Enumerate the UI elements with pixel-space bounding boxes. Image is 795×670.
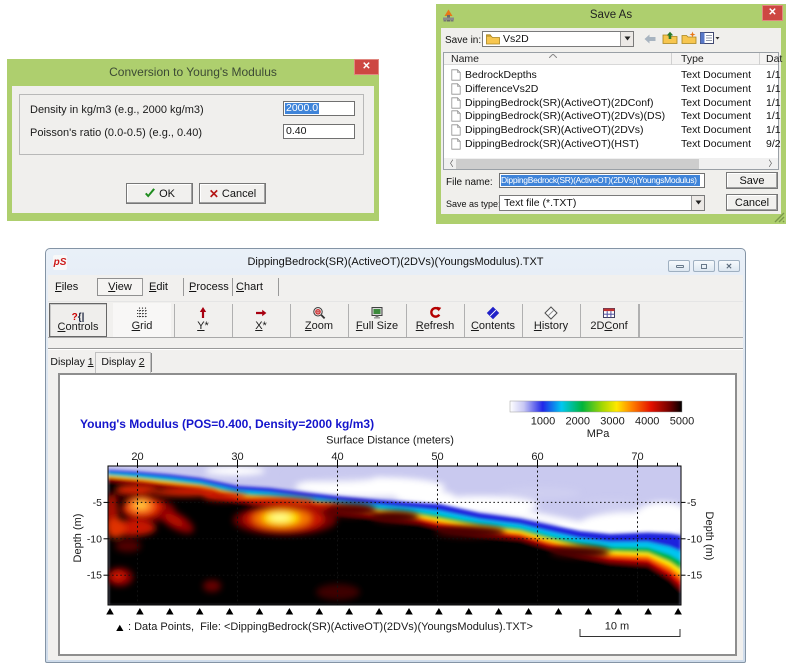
svg-text:Depth (m): Depth (m) bbox=[72, 514, 84, 563]
svg-text:: Data Points, File: <Dipping: : Data Points, File: <DippingBedrock(SR)… bbox=[128, 621, 533, 633]
svg-text:10 m: 10 m bbox=[605, 621, 629, 633]
svg-text:MPa: MPa bbox=[587, 428, 611, 440]
svg-text:30: 30 bbox=[231, 451, 243, 463]
svg-text:50: 50 bbox=[431, 451, 443, 463]
svg-text:40: 40 bbox=[331, 451, 343, 463]
svg-text:3000: 3000 bbox=[600, 416, 624, 428]
svg-text:Young's Modulus (POS=0.400, De: Young's Modulus (POS=0.400, Density=2000… bbox=[80, 417, 374, 431]
svg-text:-10: -10 bbox=[687, 533, 702, 545]
svg-text:2000: 2000 bbox=[566, 416, 590, 428]
svg-text:70: 70 bbox=[631, 451, 643, 463]
svg-text:Surface Distance (meters): Surface Distance (meters) bbox=[326, 435, 454, 447]
svg-text:60: 60 bbox=[531, 451, 543, 463]
svg-text:-10: -10 bbox=[87, 533, 102, 545]
svg-text:-5: -5 bbox=[93, 497, 102, 509]
svg-text:4000: 4000 bbox=[635, 416, 659, 428]
svg-text:20: 20 bbox=[131, 451, 143, 463]
svg-text:Depth (m): Depth (m) bbox=[703, 512, 715, 561]
svg-text:-15: -15 bbox=[687, 570, 702, 582]
svg-text:1000: 1000 bbox=[531, 416, 555, 428]
svg-text:5000: 5000 bbox=[670, 416, 694, 428]
svg-text:-15: -15 bbox=[87, 570, 102, 582]
svg-text:-5: -5 bbox=[687, 497, 696, 509]
